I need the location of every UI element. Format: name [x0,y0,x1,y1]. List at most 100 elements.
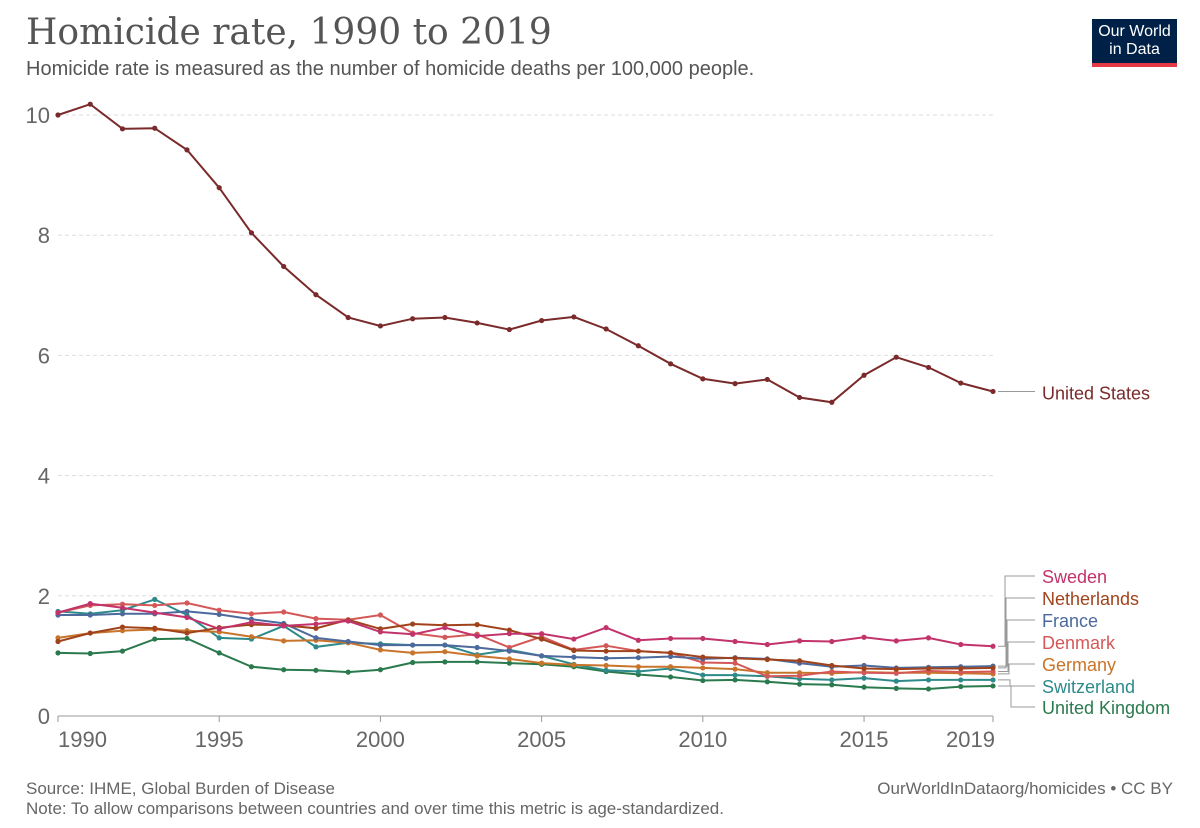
data-point [55,638,61,645]
data-point [87,650,93,657]
data-point [313,667,319,673]
data-point [248,619,255,625]
data-point [829,662,835,669]
data-point [732,677,738,683]
data-point [281,623,287,629]
series-label: United Kingdom [1042,698,1170,718]
data-point [635,668,641,675]
data-point [796,394,803,401]
data-point [796,673,803,679]
data-point [829,638,835,645]
data-point [861,634,867,640]
logo-line-1: Our World [1098,23,1171,40]
data-point [958,683,964,690]
data-point [603,643,609,649]
data-point [667,361,674,367]
data-point [635,637,641,643]
data-point [377,612,384,618]
data-point [700,677,706,684]
series-label: Sweden [1042,567,1107,587]
data-point [732,638,738,645]
data-point [87,601,93,607]
data-point [313,621,319,627]
data-point [345,618,351,624]
data-point [410,631,416,637]
data-point [377,629,384,635]
y-tick-label: 2 [38,584,50,609]
data-point [571,662,577,668]
data-point [990,388,996,395]
data-point [216,626,222,632]
data-point [248,634,255,640]
data-point [603,625,609,631]
data-point [635,343,641,349]
data-point [829,677,835,683]
data-point [313,292,319,298]
data-point [700,672,706,678]
chart-subtitle: Homicide rate is measured as the number … [26,58,755,80]
our-world-in-data-logo[interactable]: Our World in Data [1092,19,1177,67]
data-point [377,667,384,673]
label-connector [998,575,1035,647]
data-point [377,642,384,648]
data-point [635,664,641,670]
data-point [571,654,577,660]
data-point [119,624,126,630]
data-point [539,653,545,659]
source-url[interactable]: OurWorldInDataorg/homicides • CC BY [877,779,1173,798]
data-point [152,125,158,131]
data-point [700,659,706,666]
data-point [152,602,158,609]
data-point [119,601,126,607]
x-tick-label: 1995 [195,727,244,752]
data-point [313,616,319,622]
data-point [925,686,932,692]
data-point [281,263,287,270]
data-point [732,660,738,666]
data-point [506,644,512,651]
data-point [119,605,126,611]
methodology-note: Note: To allow comparisons between count… [26,799,724,818]
data-point [667,674,674,680]
data-point [861,675,867,681]
data-point [700,665,706,671]
y-tick-label: 10 [26,103,50,128]
x-tick-label: 1990 [58,727,107,752]
data-point [474,653,480,659]
data-point [764,673,770,679]
data-point [184,147,190,153]
data-point [410,659,416,666]
data-point [667,664,674,670]
data-point [442,625,448,631]
label-connector [998,641,1035,672]
data-point [152,596,158,603]
data-point [990,677,996,683]
data-point [990,643,996,649]
data-point [764,376,770,383]
data-point [87,630,93,636]
data-point [345,669,351,675]
data-point [55,650,61,656]
data-point [216,635,222,641]
data-point [442,642,448,648]
data-point [958,669,964,675]
y-tick-label: 8 [38,223,50,248]
data-point [474,622,480,628]
chart-title: Homicide rate, 1990 to 2019 [26,12,552,53]
data-point [990,668,996,675]
data-point [119,126,126,132]
data-point [990,683,996,689]
data-point [281,667,287,673]
data-point [635,648,641,654]
data-point [474,644,480,651]
x-tick-label: 2015 [840,727,889,752]
data-point [216,611,222,618]
data-point [700,376,706,382]
data-point [248,611,255,617]
series-line [57,103,994,404]
data-point [925,635,932,641]
data-point [152,625,158,631]
data-point [764,670,770,676]
data-point [539,317,545,324]
